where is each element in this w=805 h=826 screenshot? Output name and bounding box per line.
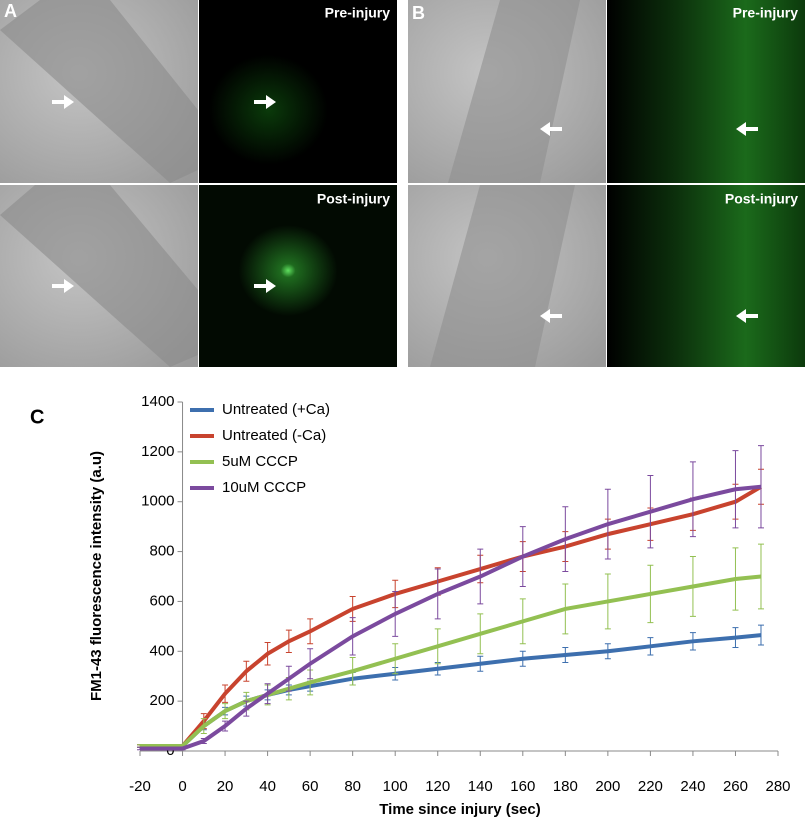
line-series bbox=[140, 484, 762, 751]
y-tick-label: 800 bbox=[150, 543, 175, 560]
legend-label: 10uM CCCP bbox=[222, 479, 306, 496]
x-tick-label: 80 bbox=[344, 778, 361, 795]
panel-b: B Pre-injury Post-injury bbox=[408, 0, 805, 367]
x-tick-label: 0 bbox=[178, 778, 186, 795]
legend-label: 5uM CCCP bbox=[222, 453, 298, 470]
legend-label: Untreated (-Ca) bbox=[222, 427, 326, 444]
caption: Pre-injury bbox=[733, 5, 799, 21]
x-tick-label: 20 bbox=[217, 778, 234, 795]
panel-a: A Pre-injury Post-injury bbox=[0, 0, 397, 367]
x-tick-label: 160 bbox=[510, 778, 535, 795]
fiber bbox=[0, 185, 198, 367]
x-tick-label: 280 bbox=[765, 778, 790, 795]
fiber bbox=[430, 185, 575, 367]
x-tick-label: 180 bbox=[553, 778, 578, 795]
fiber bbox=[0, 0, 198, 183]
x-tick-label: 100 bbox=[383, 778, 408, 795]
x-tick-label: 40 bbox=[259, 778, 276, 795]
x-tick-label: 200 bbox=[595, 778, 620, 795]
line-series bbox=[140, 633, 762, 749]
caption: Post-injury bbox=[317, 191, 390, 207]
x-tick-label: 120 bbox=[425, 778, 450, 795]
x-tick-label: 60 bbox=[302, 778, 319, 795]
x-axis-title: Time since injury (sec) bbox=[379, 801, 540, 818]
x-tick-label: 140 bbox=[468, 778, 493, 795]
error-bar bbox=[757, 543, 764, 610]
y-tick-label: 1400 bbox=[141, 393, 174, 410]
fiber bbox=[448, 0, 580, 183]
x-tick-label: 240 bbox=[680, 778, 705, 795]
fluorescence bbox=[607, 0, 805, 183]
legend-label: Untreated (+Ca) bbox=[222, 401, 330, 418]
panel-label: C bbox=[30, 406, 44, 428]
y-tick-label: 1200 bbox=[141, 443, 174, 460]
y-axis-title: FM1-43 fluorescence intensity (a.u) bbox=[88, 451, 105, 701]
fluorescence bbox=[199, 185, 397, 367]
caption: Pre-injury bbox=[325, 5, 391, 21]
error-bar bbox=[757, 445, 764, 529]
y-tick-label: 600 bbox=[150, 592, 175, 609]
y-tick-label: 1000 bbox=[141, 493, 174, 510]
line-series bbox=[140, 485, 762, 749]
caption: Post-injury bbox=[725, 191, 798, 207]
panel-label: A bbox=[4, 1, 17, 21]
x-tick-label: -20 bbox=[129, 778, 151, 795]
y-tick-label: 400 bbox=[150, 642, 175, 659]
fluorescence bbox=[199, 0, 397, 183]
error-bar bbox=[757, 624, 764, 646]
x-tick-label: 220 bbox=[638, 778, 663, 795]
y-tick-label: 200 bbox=[150, 692, 175, 709]
x-tick-label: 260 bbox=[723, 778, 748, 795]
fluorescence bbox=[607, 185, 805, 367]
line-series bbox=[140, 574, 762, 749]
panel-label: B bbox=[412, 3, 425, 23]
